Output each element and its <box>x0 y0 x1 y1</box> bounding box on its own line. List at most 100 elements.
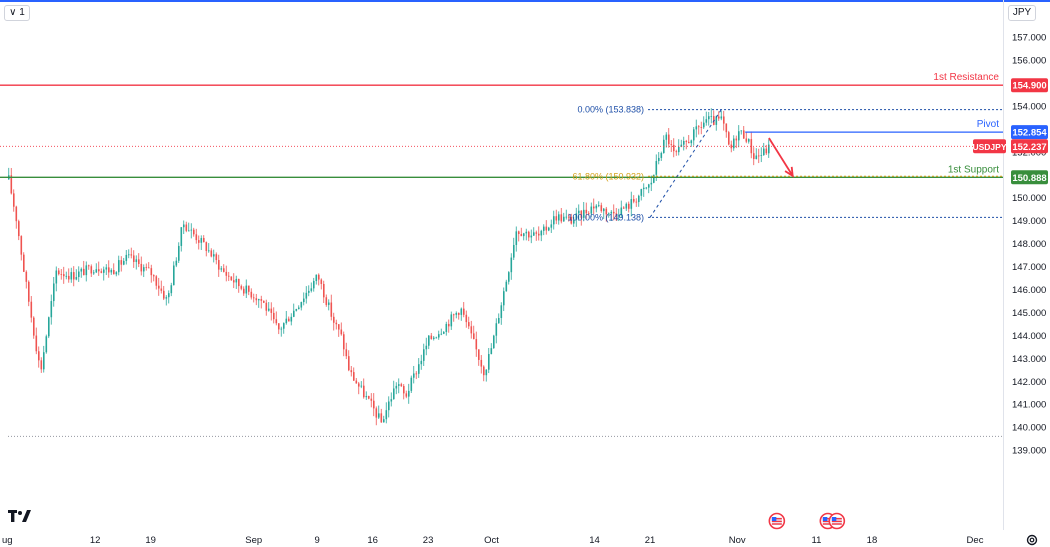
candle <box>45 334 48 354</box>
candle-body <box>580 210 583 218</box>
candle <box>340 322 343 336</box>
candle-body <box>185 224 188 231</box>
candle-body <box>295 309 298 311</box>
candle <box>560 207 563 224</box>
candle-body <box>720 116 723 119</box>
price-tick-label: 154.000 <box>1012 101 1046 112</box>
candle-body <box>178 245 180 261</box>
candle <box>558 211 560 225</box>
candle <box>285 310 288 325</box>
time-axis[interactable]: ug 12 19 Sep 9 16 23 Oct 14 21 Nov 11 18 Dec <box>2 535 984 546</box>
candle-body <box>230 276 233 281</box>
candle <box>63 266 65 284</box>
candle <box>478 349 480 366</box>
candle-body <box>625 203 628 209</box>
candle-body <box>665 134 668 140</box>
candle-body <box>355 380 358 384</box>
candle <box>33 316 35 339</box>
candle-body <box>173 265 175 286</box>
candle <box>580 210 583 226</box>
candle-body <box>293 310 295 317</box>
candle-body <box>125 254 128 261</box>
candle <box>370 393 373 408</box>
candle <box>590 202 593 218</box>
candle <box>150 264 153 283</box>
candle-body <box>708 116 710 120</box>
candle-body <box>425 345 428 350</box>
candle <box>570 213 573 225</box>
candle-body <box>58 270 60 275</box>
candle <box>68 268 70 283</box>
us-flag-event-icon[interactable] <box>768 512 786 530</box>
candle-body <box>533 232 535 236</box>
candle <box>693 127 695 146</box>
candle-body <box>160 288 163 291</box>
price-tag-label: 154.900 <box>1012 81 1046 92</box>
currency-button[interactable]: JPY <box>1008 5 1036 21</box>
candle <box>298 305 300 310</box>
time-tick-label: 23 <box>423 535 434 546</box>
candle-body <box>470 326 473 334</box>
candle <box>148 262 150 269</box>
candle <box>28 280 30 307</box>
us-flag-event-icon[interactable] <box>828 512 846 530</box>
candle-body <box>273 312 275 320</box>
price-tick-label: 145.000 <box>1012 308 1046 319</box>
candle <box>690 139 693 147</box>
time-tick-label: 16 <box>367 535 378 546</box>
candle <box>518 230 520 242</box>
candle-body <box>468 322 470 327</box>
candle <box>625 202 628 211</box>
candle-body <box>558 214 560 221</box>
candle <box>388 396 390 418</box>
candle <box>293 303 295 318</box>
candle <box>628 201 630 213</box>
candle <box>368 395 370 400</box>
candle-body <box>478 349 480 360</box>
candle <box>360 381 363 389</box>
candle-body <box>748 139 750 142</box>
price-axis-tags: 154.900 152.854 150.888 USDJPY 152.237 <box>972 78 1048 185</box>
candle <box>258 298 260 308</box>
candle-body <box>228 275 230 277</box>
gear-icon[interactable] <box>1025 533 1039 547</box>
candle-body <box>548 227 550 231</box>
economic-events[interactable] <box>768 512 846 530</box>
candle <box>733 135 735 151</box>
candle-body <box>565 216 568 218</box>
candle <box>605 206 608 222</box>
time-tick-label: 9 <box>314 535 319 546</box>
candle-body <box>563 216 565 222</box>
candle <box>130 247 133 259</box>
candle-body <box>265 302 268 311</box>
tradingview-logo-icon[interactable] <box>8 509 32 523</box>
candle <box>363 378 365 399</box>
candle <box>205 241 208 257</box>
candle <box>100 268 103 274</box>
collapse-legend-button[interactable]: ∨ 1 <box>4 5 30 21</box>
candle <box>180 227 183 252</box>
candle-body <box>308 290 310 293</box>
candle-body <box>55 270 58 284</box>
candle-body <box>165 297 168 299</box>
candle <box>65 271 68 280</box>
candle-body <box>415 373 418 375</box>
candle <box>423 343 425 366</box>
price-tag-label: 150.888 <box>1012 173 1046 184</box>
price-axis[interactable]: 139.000 140.000 141.000 142.000 143.000 144.0… <box>1012 33 1046 457</box>
candle-body <box>370 398 373 401</box>
candle <box>173 261 175 286</box>
candle <box>165 295 168 306</box>
candle <box>688 135 690 144</box>
candle <box>563 212 565 222</box>
candle <box>118 255 120 276</box>
current-price-label: 152.237 <box>1012 142 1046 153</box>
candle-body <box>88 265 90 267</box>
fib-level-label: 0.00% (153.838) <box>577 105 644 115</box>
candle <box>433 336 435 341</box>
candle <box>708 111 710 126</box>
candle <box>583 202 585 222</box>
candle <box>55 266 58 292</box>
candle-body <box>40 360 43 370</box>
